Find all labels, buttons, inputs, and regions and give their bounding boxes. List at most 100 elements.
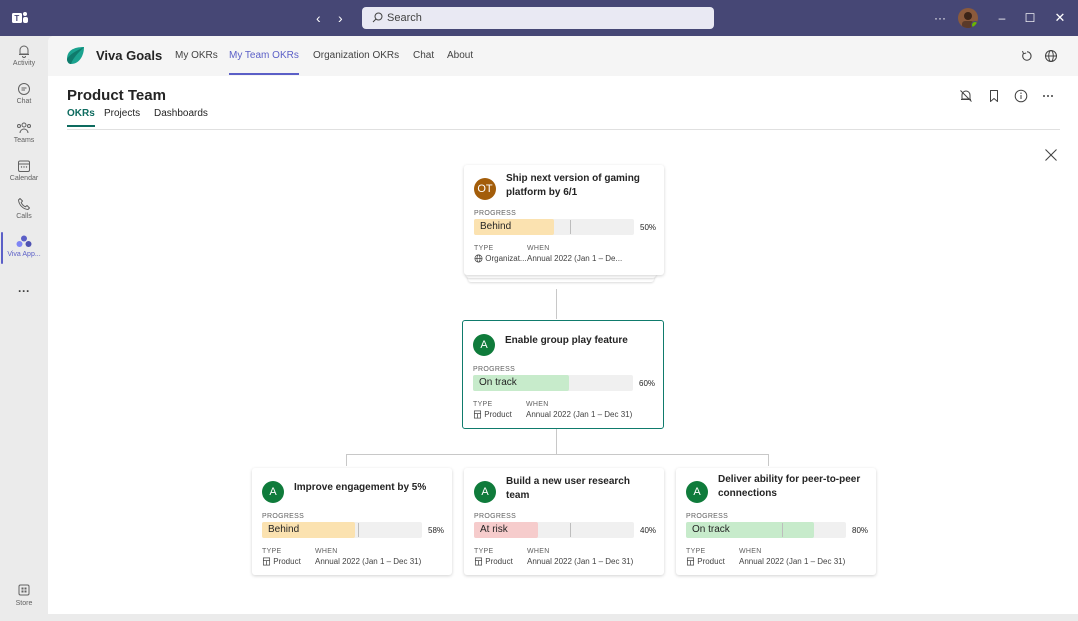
close-window-icon[interactable]: ✕ [1054,10,1066,25]
okr-card[interactable]: A Build a new user research team PROGRESS A… [464,468,664,575]
subtab-okrs[interactable]: OKRs [67,108,95,127]
subtab-projects[interactable]: Projects [104,108,141,119]
progress-label: PROGRESS [473,366,516,373]
type-label: TYPE [474,548,494,555]
status-label: At risk [480,524,508,535]
presence-available-icon [971,21,978,28]
progress-label: PROGRESS [474,210,517,217]
bell-icon [19,45,29,58]
status-label: On track [692,524,730,535]
progress-fill [474,522,538,538]
tree-connector [346,454,347,466]
app-header: Viva Goals My OKRs My Team OKRs Organiza… [48,36,1078,76]
globe-icon[interactable] [1044,49,1058,63]
tree-connector [556,289,557,319]
info-icon[interactable] [1014,89,1028,103]
status-label: On track [479,377,517,388]
type-value: Product [473,410,512,419]
type-value: Organizat... [474,254,527,263]
progress-percent: 40% [640,526,657,535]
type-label: TYPE [474,245,494,252]
owner-avatar: OT [474,178,496,200]
rail-item-label: Calendar [9,175,39,182]
maximize-icon[interactable]: ☐ [1024,11,1036,25]
expected-progress-marker [782,523,783,537]
rail-item-label: Chat [16,98,32,105]
type-value: Product [262,557,301,566]
rail-item-calls[interactable]: Calls [0,197,48,220]
progress-percent: 60% [639,379,656,388]
status-label: Behind [480,221,512,232]
type-label: TYPE [473,401,493,408]
search-icon [372,12,383,23]
refresh-icon[interactable] [1020,49,1034,63]
okr-title[interactable]: Improve engagement by 5% [294,482,427,493]
type-text: Product [697,557,725,566]
okr-title[interactable]: Deliver ability for peer-to-peer connect… [718,474,861,499]
more-options-icon[interactable] [1041,89,1055,103]
globe-icon [474,254,483,263]
rail-item-viva-app[interactable]: Viva App... [0,232,48,264]
rail-item-teams[interactable]: Teams [0,121,48,144]
progress-bar: Behind [262,522,422,538]
okr-card[interactable]: OT Ship next version of gaming platform b… [464,165,664,275]
rail-item-store[interactable]: Store [0,583,48,607]
when-value: Annual 2022 (Jan 1 – Dec 31) [527,557,634,566]
building-icon [474,557,483,566]
tab-my-okrs[interactable]: My OKRs [175,50,218,61]
bookmark-icon[interactable] [987,89,1001,103]
okr-card[interactable]: A Enable group play feature PROGRESS On tra… [462,320,664,429]
subtab-dashboards[interactable]: Dashboards [154,108,208,119]
rail-item-chat[interactable]: Chat [0,82,48,105]
okr-card[interactable]: A Improve engagement by 5% PROGRESS Behind 5… [252,468,452,575]
tab-my-team-okrs[interactable]: My Team OKRs [229,50,299,75]
progress-bar: On track [473,375,633,391]
progress-percent: 80% [852,526,869,535]
okr-title[interactable]: Ship next version of gaming platform by … [506,173,640,198]
okr-card[interactable]: A Deliver ability for peer-to-peer connec… [676,468,876,575]
divider [67,129,1060,130]
progress-label: PROGRESS [686,513,729,520]
when-value: Annual 2022 (Jan 1 – Dec 31) [315,557,422,566]
progress-bar: At risk [474,522,634,538]
tab-about[interactable]: About [447,50,474,61]
title-bar: T ‹ › Search ··· – ☐ ✕ [0,0,1078,36]
tab-chat[interactable]: Chat [413,50,435,61]
owner-avatar: A [686,481,708,503]
when-label: WHEN [315,548,338,555]
rail-item-calendar[interactable]: Calendar [0,159,48,182]
teams-icon [17,122,31,134]
back-arrow-icon[interactable]: ‹ [316,10,321,26]
tree-connector [768,454,769,466]
app-name: Viva Goals [96,48,163,63]
search-box[interactable]: Search [362,7,714,29]
when-label: WHEN [739,548,762,555]
progress-percent: 58% [428,526,445,535]
chat-icon [18,83,30,95]
when-value: Annual 2022 (Jan 1 – Dec 31) [526,410,633,419]
page-title: Product Team [67,87,166,104]
app-rail: Activity Chat Teams Calendar Calls Viva … [0,36,48,621]
tab-organization-okrs[interactable]: Organization OKRs [313,50,400,61]
svg-text:T: T [14,14,19,23]
expected-progress-marker [570,220,571,234]
more-apps-button[interactable]: ··· [18,284,30,298]
progress-fill [262,522,355,538]
rail-item-activity[interactable]: Activity [0,44,48,67]
store-icon [18,584,30,596]
progress-label: PROGRESS [262,513,305,520]
building-icon [473,410,482,419]
close-icon[interactable] [1044,148,1058,162]
rail-item-label: Viva App... [7,251,41,258]
minimize-icon[interactable]: – [998,11,1006,25]
user-avatar[interactable] [958,8,978,28]
rail-item-label: Calls [16,213,32,220]
okr-title[interactable]: Build a new user research team [506,476,630,501]
progress-bar: Behind [474,219,634,235]
notification-off-icon[interactable] [959,89,973,103]
more-options-button[interactable]: ··· [934,11,946,25]
forward-arrow-icon[interactable]: › [338,10,343,26]
okr-title[interactable]: Enable group play feature [505,335,628,346]
type-label: TYPE [686,548,706,555]
progress-label: PROGRESS [474,513,517,520]
